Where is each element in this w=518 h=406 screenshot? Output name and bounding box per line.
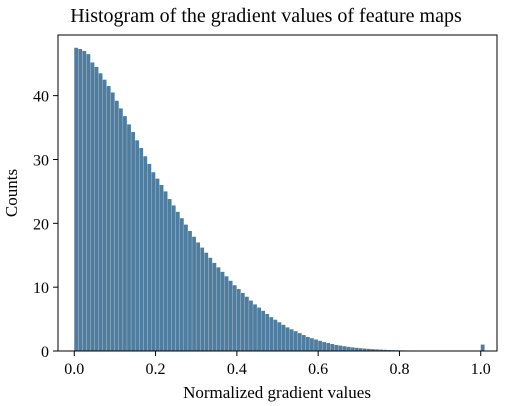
histogram-bar: [350, 347, 355, 351]
histogram-bar: [301, 335, 306, 351]
histogram-bar: [139, 147, 144, 351]
histogram-bar: [98, 73, 103, 352]
histogram-bar: [220, 271, 225, 351]
histogram-bar: [305, 336, 310, 351]
histogram-bar: [240, 292, 245, 351]
histogram-bar: [175, 211, 180, 351]
histogram-bar: [261, 310, 266, 351]
histogram-bar: [281, 324, 286, 351]
histogram-bar: [106, 86, 111, 351]
histogram-bar: [224, 276, 229, 351]
histogram-bar: [216, 267, 221, 351]
histogram-bar: [110, 92, 115, 351]
histogram-bar: [200, 247, 205, 351]
histogram-bar: [375, 349, 379, 351]
histogram-bar: [265, 313, 270, 351]
histogram-bar: [184, 224, 188, 351]
histogram-bar: [314, 339, 318, 351]
histogram-bar: [387, 349, 392, 351]
histogram-bar: [249, 300, 253, 351]
histogram-bar: [208, 257, 213, 351]
histogram-bar: [82, 50, 87, 352]
y-tick-label: 0: [41, 344, 49, 361]
y-axis-ticks: 0 10 20 30 40: [33, 89, 58, 361]
histogram-bar: [94, 66, 99, 352]
histogram-bar: [318, 340, 322, 351]
x-axis-label: Normalized gradient values: [183, 383, 371, 402]
plot-frame: [57, 34, 498, 352]
histogram-bar: [228, 280, 233, 351]
histogram-bar: [179, 218, 184, 351]
histogram-bar: [273, 319, 278, 351]
histogram-bar: [310, 338, 314, 351]
x-tick-label: 0.6: [308, 361, 328, 378]
histogram-bar: [366, 348, 371, 351]
histogram-bar: [192, 236, 196, 351]
histogram-bar: [358, 348, 363, 351]
histogram-bar: [131, 132, 135, 351]
histogram-bar: [151, 172, 156, 351]
histogram-bar: [480, 344, 485, 351]
histogram-bar: [118, 108, 123, 351]
histogram-bar: [232, 285, 237, 351]
x-tick-label: 1.0: [471, 361, 491, 378]
histogram-bar: [326, 343, 331, 351]
histogram-bar: [297, 333, 302, 351]
histogram-bar: [212, 262, 217, 351]
histogram-bar: [334, 344, 339, 351]
histogram-bar: [289, 329, 294, 351]
x-tick-label: 0.0: [64, 361, 84, 378]
histogram-bar: [253, 304, 257, 351]
x-tick-label: 0.4: [227, 361, 247, 378]
histogram-bar: [188, 230, 192, 351]
histogram-bar: [370, 349, 375, 351]
histogram-bar: [167, 199, 172, 351]
histogram-bars: [74, 47, 485, 352]
histogram-bar: [362, 348, 367, 351]
histogram-bar: [354, 347, 359, 351]
histogram-bar: [196, 242, 201, 351]
histogram-bar: [244, 296, 249, 351]
histogram-bar: [147, 163, 152, 351]
x-tick-label: 0.2: [146, 361, 166, 378]
histogram-bar: [74, 47, 79, 352]
y-tick-label: 30: [33, 152, 49, 169]
histogram-bar: [383, 349, 387, 351]
histogram-bar: [379, 349, 383, 351]
histogram-bar: [236, 289, 241, 351]
histogram-bar: [159, 185, 164, 351]
histogram-bar: [346, 346, 351, 351]
y-tick-label: 20: [33, 216, 49, 233]
histogram-bar: [114, 100, 119, 351]
histogram-bar: [277, 322, 282, 351]
histogram-bar: [102, 79, 107, 351]
histogram-bar: [285, 327, 290, 351]
histogram-bar: [127, 124, 131, 352]
x-tick-label: 0.8: [389, 361, 409, 378]
x-axis-ticks: 0.0 0.2 0.4 0.6 0.8 1.0: [64, 351, 491, 378]
histogram-bar: [90, 62, 95, 351]
histogram-bar: [342, 346, 347, 351]
histogram-bar: [123, 116, 127, 351]
histogram-bar: [269, 317, 274, 351]
y-axis-label: Counts: [2, 169, 21, 217]
histogram-bar: [86, 54, 91, 352]
y-tick-label: 40: [33, 89, 49, 106]
histogram-bar: [143, 156, 148, 351]
histogram-bar: [257, 307, 261, 351]
y-tick-label: 10: [33, 280, 49, 297]
histogram-bar: [171, 205, 176, 351]
histogram-bar: [155, 178, 160, 351]
histogram-bar: [330, 343, 335, 351]
histogram-bar: [78, 49, 83, 351]
histogram-bar: [163, 191, 168, 351]
histogram-bar: [338, 345, 343, 351]
histogram-bar: [204, 252, 209, 351]
histogram-bar: [293, 331, 298, 351]
histogram-bar: [322, 342, 327, 351]
chart-title: Histogram of the gradient values of feat…: [70, 5, 462, 27]
histogram-bar: [135, 140, 140, 351]
